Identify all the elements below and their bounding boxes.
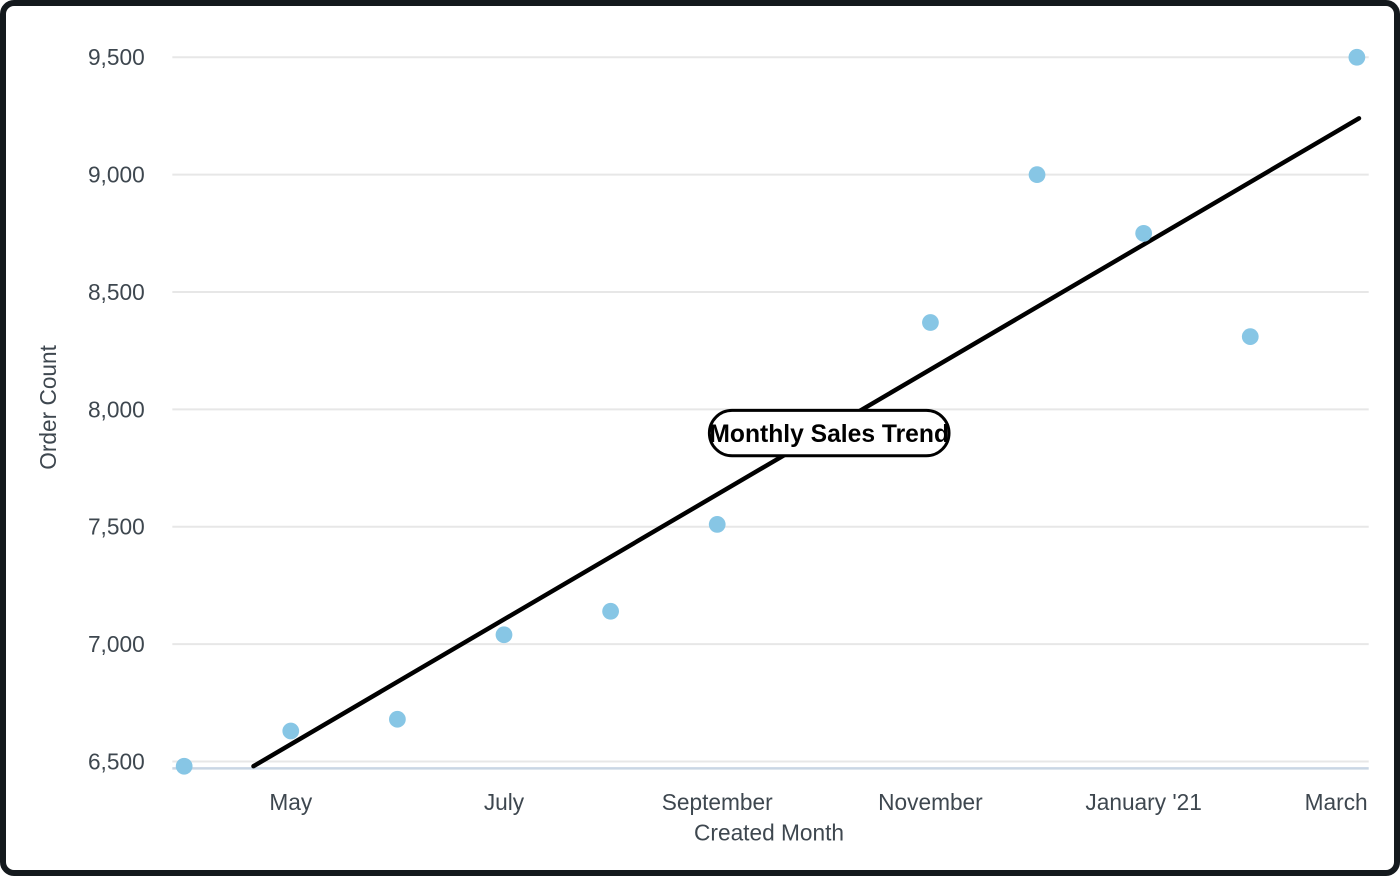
x-axis-tick-label: September	[662, 789, 773, 815]
y-axis-tick-label: 6,500	[88, 748, 145, 774]
trend-label-pill: Monthly Sales Trend	[707, 408, 951, 458]
data-point[interactable]	[708, 516, 726, 533]
x-axis-title: Created Month	[694, 819, 844, 845]
x-axis-tick-label: November	[878, 789, 983, 815]
y-axis-tick-label: 7,500	[88, 514, 145, 540]
y-axis-tick-label: 8,000	[88, 396, 145, 422]
trend-label-pill-background	[707, 408, 951, 458]
data-point[interactable]	[602, 602, 619, 620]
data-point[interactable]	[389, 710, 406, 728]
y-axis-title: Order Count	[35, 344, 61, 469]
x-axis-tick-label: May	[269, 789, 312, 815]
data-point[interactable]	[1241, 328, 1259, 346]
data-point[interactable]	[495, 626, 513, 644]
x-axis-tick-label: March	[1305, 789, 1368, 815]
data-point[interactable]	[922, 314, 939, 331]
trend-label-text: Monthly Sales Trend	[709, 421, 949, 448]
scatter-chart: 6,500 7,000 7,500 8,000 8,500 9,000 9,500 May Ju…	[35, 44, 1369, 845]
data-point[interactable]	[1348, 48, 1366, 66]
data-point[interactable]	[1028, 166, 1046, 184]
y-axis-tick-label: 9,000	[88, 162, 145, 188]
y-axis-tick-label: 7,000	[88, 631, 145, 657]
x-axis-tick-label: January '21	[1085, 789, 1202, 815]
x-axis-tick-label: July	[484, 789, 525, 815]
data-point[interactable]	[175, 757, 193, 775]
y-axis-tick-label: 9,500	[88, 44, 145, 70]
y-axis-tick-label: 8,500	[88, 279, 145, 305]
data-point[interactable]	[282, 722, 300, 740]
data-point[interactable]	[1135, 224, 1153, 242]
